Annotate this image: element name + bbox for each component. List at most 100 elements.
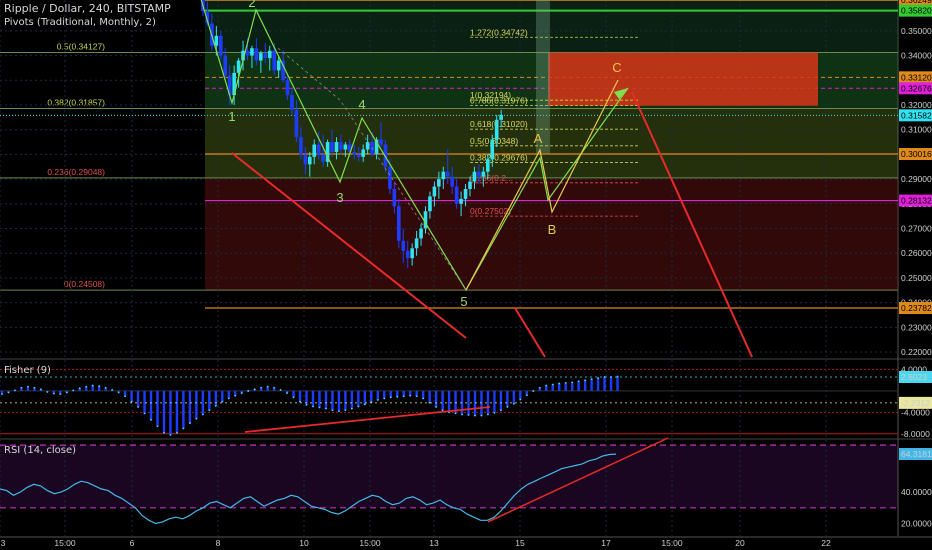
fisher-signal-dot [208, 409, 211, 412]
target-zone-box [548, 52, 818, 106]
fisher-signal-dot [590, 378, 593, 381]
time-tick-label: 3 [1, 538, 6, 548]
fisher-bar [292, 390, 295, 398]
candle-body [321, 154, 325, 162]
wave-label: 3 [336, 190, 343, 205]
fisher-signal-dot [402, 395, 405, 398]
fisher-signal-dot [91, 384, 94, 387]
candle-body [214, 35, 219, 46]
candle-body [308, 156, 312, 165]
fisher-signal-dot [273, 386, 276, 389]
fisher-bar [214, 390, 218, 406]
fisher-signal-dot [130, 400, 133, 403]
fisher-bar [123, 390, 127, 397]
fisher-signal-dot [188, 422, 191, 424]
wave-label: 4 [358, 97, 365, 112]
fisher-signal-dot [363, 403, 366, 406]
candle-body [365, 142, 370, 150]
candle-body [356, 154, 361, 157]
fisher-signal-dot [350, 407, 353, 410]
fisher-bar [467, 390, 470, 416]
fisher-value-tag [899, 396, 932, 409]
fisher-signal-dot [195, 417, 198, 420]
fisher-signal-dot [558, 382, 561, 385]
fisher-bar [383, 390, 386, 399]
price-tick-label: 0.25000 [901, 273, 932, 283]
fisher-tick-label: -8.0000 [901, 429, 930, 439]
candle-body [312, 144, 317, 157]
candle-body [241, 50, 245, 61]
candle-body [392, 189, 397, 207]
fisher-bar [85, 386, 88, 391]
candle-body [263, 53, 268, 59]
abc-label: C [612, 60, 621, 75]
fisher-tick-label: 2.6023 [901, 372, 927, 382]
fisher-bar [188, 390, 192, 424]
fisher-signal-dot [454, 412, 457, 415]
fisher-signal-dot [616, 375, 619, 378]
fisher-signal-dot [227, 397, 230, 400]
fisher-signal-dot [27, 385, 29, 388]
price-tag: 0.33120 [899, 71, 932, 84]
time-tick-label: 15:00 [661, 538, 683, 548]
rsi-trend-line [487, 437, 669, 523]
fisher-bar [454, 390, 457, 414]
fisher-bar [337, 390, 341, 412]
wave-guide [277, 47, 467, 291]
fib-ext-label: 0(0.27502) [470, 206, 511, 216]
candle-body [348, 144, 352, 152]
wave-arrow-head [614, 88, 628, 99]
fisher-bar [149, 390, 153, 420]
price-tag-bg [899, 302, 932, 315]
candle-body [490, 139, 495, 160]
fisher-signal-dot [33, 386, 36, 389]
candle-body [281, 60, 285, 81]
time-tick-label: 15:00 [54, 538, 76, 548]
price-tag-value: 0.28132 [901, 196, 932, 206]
fisher-bar [234, 390, 237, 396]
abc-correction-line [465, 79, 619, 291]
fisher-signal-dot [577, 380, 580, 383]
candle-body [219, 35, 223, 56]
fisher-bar [545, 385, 548, 391]
symbol-title[interactable]: Ripple / Dollar, 240, BITSTAMP [4, 2, 171, 15]
fib-level-label: 0(0.24508) [64, 279, 105, 289]
price-tag: 0.35820 [899, 4, 932, 17]
candle-body [494, 119, 499, 140]
candle-body [352, 151, 357, 155]
fisher-signal-dot [240, 392, 243, 394]
rsi-band-fill [0, 445, 898, 508]
fib-ext-label: 0.236(0.2... [470, 173, 513, 183]
pivots-indicator-label[interactable]: Pivots (Traditional, Monthly, 2) [4, 17, 156, 28]
fisher-signal-dot [357, 405, 360, 408]
time-tick-label: 8 [216, 538, 221, 548]
fisher-tick-label: -4.0000 [901, 407, 930, 417]
rsi-pane-title[interactable]: RSI (14, close) [4, 445, 77, 456]
fisher-signal-dot [305, 403, 308, 406]
fisher-tick-label: -2.2312 [901, 398, 930, 408]
fib-ext-label: 1.272(0.34742) [470, 27, 528, 37]
time-tick-label: 6 [130, 538, 135, 548]
candle-body [299, 137, 303, 155]
price-tick-label: 0.29000 [901, 174, 932, 184]
candle-body [374, 139, 379, 155]
fisher-signal-dot [137, 406, 139, 408]
fisher-signal-dot [325, 407, 327, 410]
fisher-bar [130, 390, 133, 402]
price-tag: 0.31582 [899, 109, 932, 122]
fisher-bar [473, 390, 477, 416]
fisher-signal-dot [441, 409, 444, 412]
fisher-bar [324, 390, 328, 409]
price-tag-value: 0.33120 [901, 72, 932, 82]
fib-ext-label: 0.382(0.29676) [470, 152, 528, 162]
candle-body [254, 48, 259, 61]
candle-body [477, 171, 481, 177]
fisher-bar [227, 390, 230, 399]
price-tag: 0.36249 [899, 0, 932, 7]
price-tag: 0.28132 [899, 194, 932, 207]
candle-body [316, 144, 321, 155]
candle-body [441, 171, 446, 180]
fisher-pane-title[interactable]: Fisher (9) [4, 365, 51, 376]
